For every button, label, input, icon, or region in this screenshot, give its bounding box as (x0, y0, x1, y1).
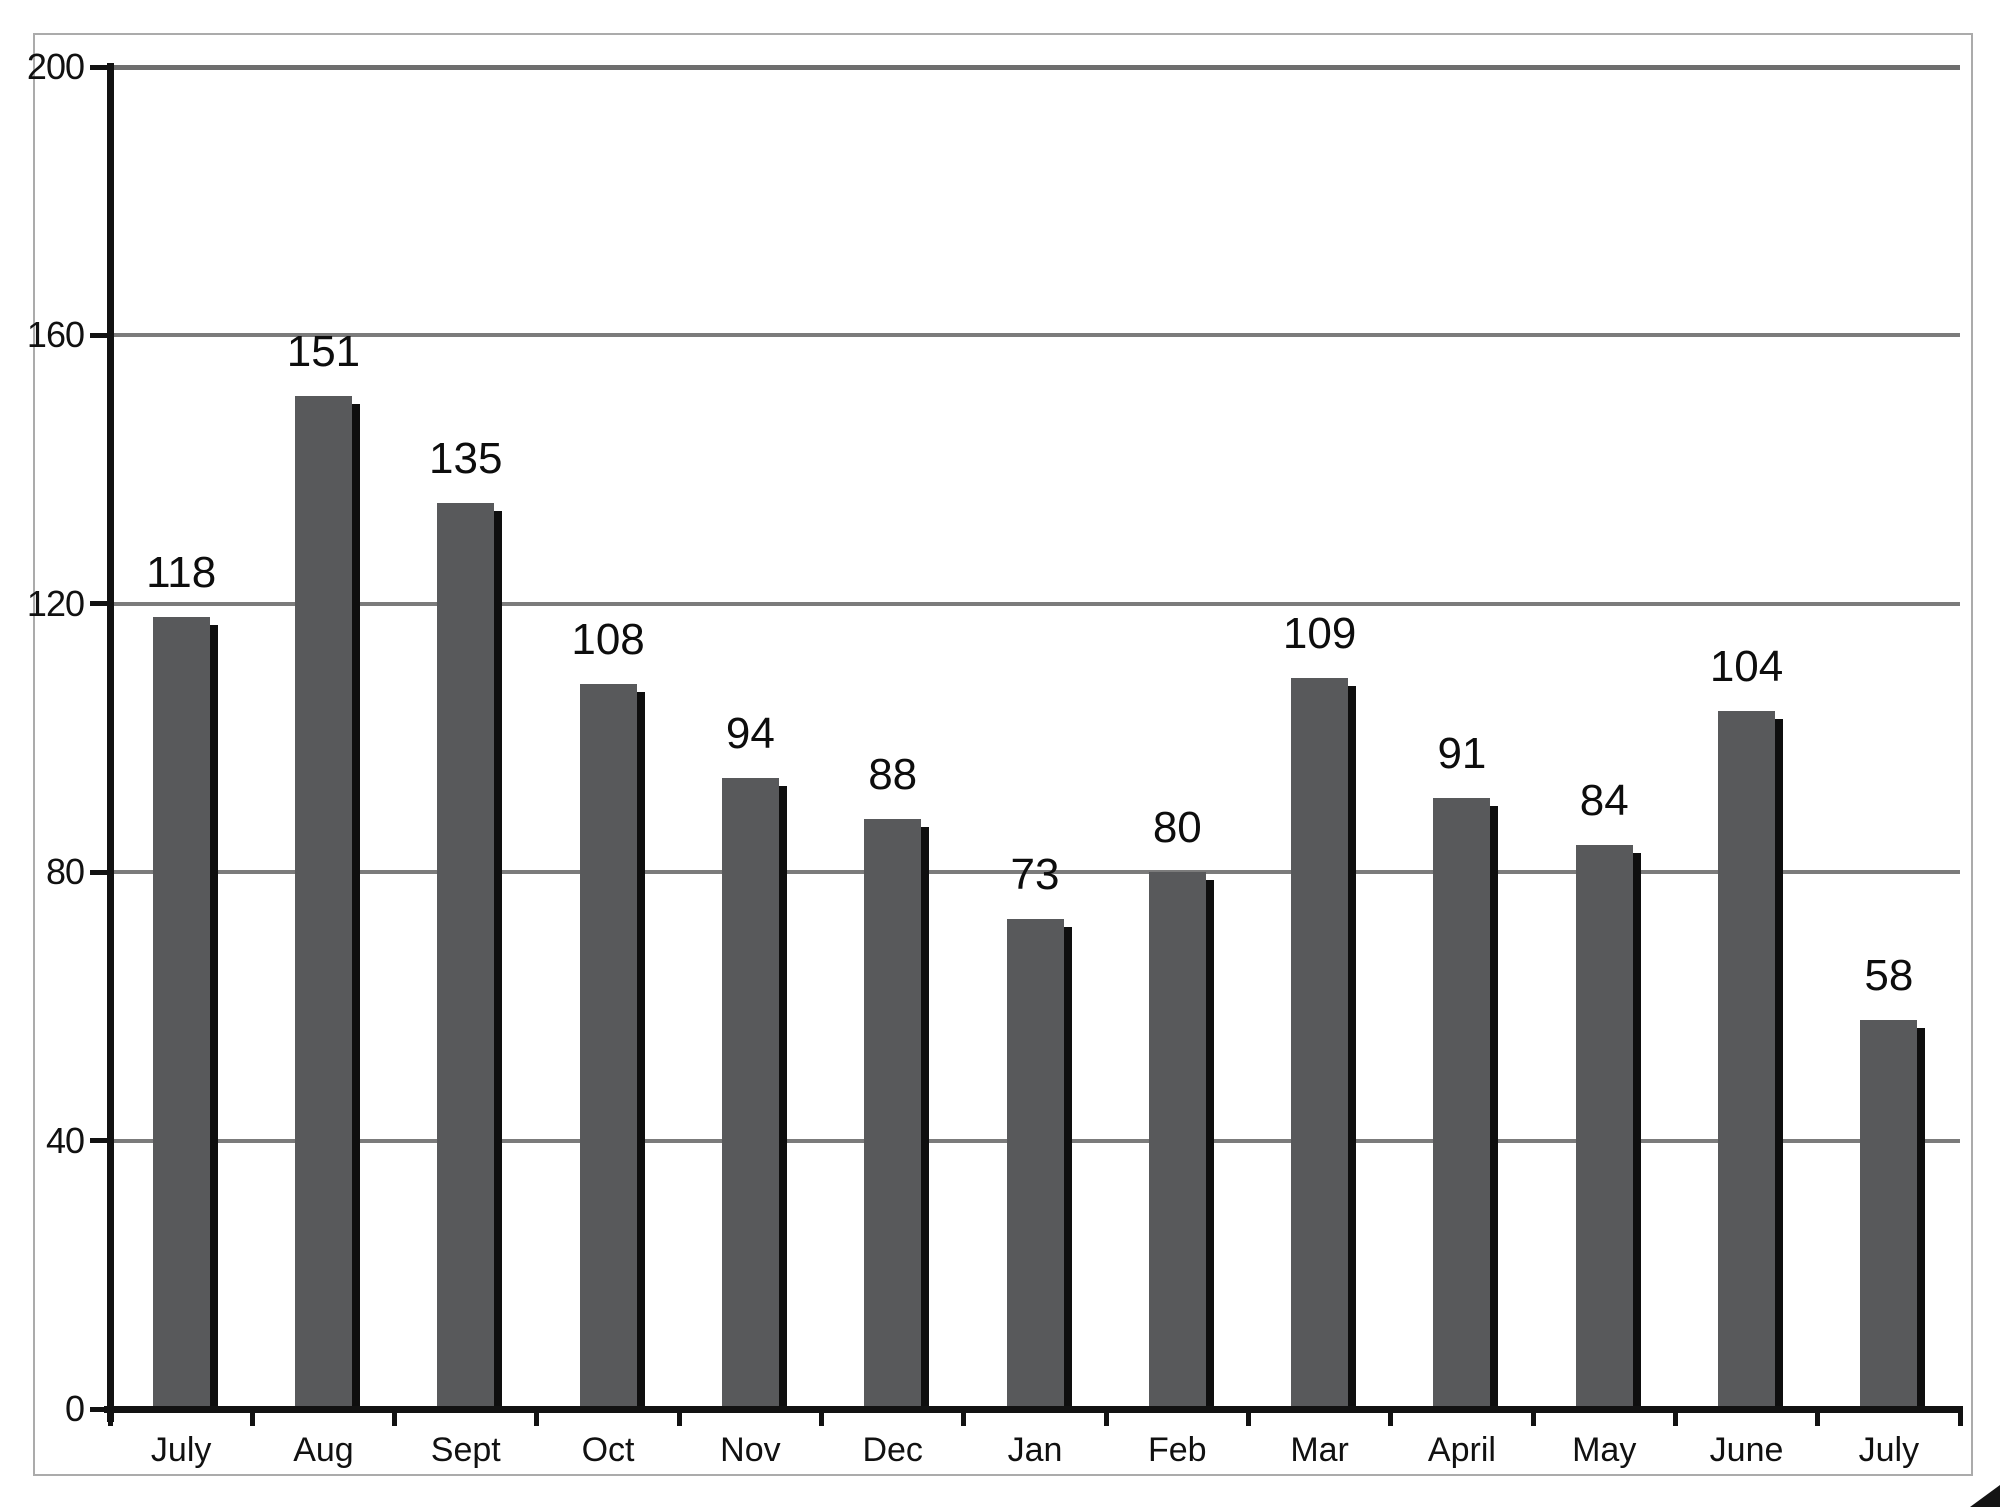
bar-value-label: 135 (429, 434, 503, 484)
x-axis-tick (392, 1409, 398, 1426)
bar-shadow (1632, 853, 1641, 1409)
bar-value-label: 84 (1579, 776, 1629, 826)
x-axis-tick (1672, 1409, 1678, 1426)
page-corner-triangle-icon (1970, 1485, 2000, 1507)
bar-value-label: 118 (146, 548, 217, 598)
bar-shadow (1205, 880, 1214, 1409)
bar-shadow (636, 692, 645, 1409)
gridline-160 (110, 333, 1960, 338)
bar-oct-3 (579, 684, 637, 1409)
x-axis-category-label: Dec (862, 1431, 923, 1469)
x-axis-tick (819, 1409, 825, 1426)
x-axis-category-label: Nov (720, 1431, 781, 1469)
bar-shadow (921, 826, 930, 1409)
bar-jan-6 (1006, 919, 1064, 1409)
bar-shadow (1917, 1027, 1926, 1409)
gridline-200 (110, 64, 1960, 70)
y-axis-tick-label: 200 (26, 46, 85, 87)
x-axis-category-label: June (1709, 1431, 1784, 1469)
bar-aug-1 (294, 395, 352, 1409)
bar-dec-5 (864, 818, 922, 1409)
bar-value-label: 94 (725, 709, 775, 759)
x-axis-category-label: July (1858, 1431, 1920, 1469)
bar-value-label: 104 (1709, 642, 1784, 692)
bar-shadow (1775, 719, 1784, 1409)
y-axis (107, 63, 114, 1422)
y-axis-tick-label: 160 (26, 314, 85, 356)
gridline-80 (110, 870, 1960, 875)
x-axis-tick (1103, 1409, 1109, 1426)
bar-shadow (209, 625, 218, 1409)
x-axis-category-label: Jan (1007, 1431, 1063, 1469)
x-axis-tick (249, 1409, 255, 1426)
bar-shadow (778, 786, 787, 1409)
x-axis-category-label: May (1572, 1431, 1637, 1469)
bar-june-11 (1718, 711, 1776, 1409)
x-axis-category-label: April (1427, 1431, 1496, 1469)
x-axis (104, 1406, 1963, 1413)
y-axis-tick-label: 0 (64, 1388, 85, 1429)
bar-shadow (1490, 806, 1499, 1409)
bar-shadow (1348, 685, 1357, 1409)
bar-july-12 (1860, 1019, 1918, 1409)
bar-sept-2 (437, 503, 495, 1409)
x-axis-category-label: Oct (581, 1431, 635, 1469)
x-axis-tick (1530, 1409, 1536, 1426)
x-axis-tick (676, 1409, 682, 1426)
y-axis-tick-200 (90, 64, 110, 70)
bar-shadow (351, 403, 360, 1409)
bar-value-label: 151 (286, 326, 361, 376)
x-axis-tick (1245, 1409, 1251, 1426)
bar-shadow (494, 511, 503, 1409)
bar-value-label: 80 (1152, 803, 1202, 853)
x-axis-category-label: July (150, 1431, 212, 1469)
x-axis-tick (1815, 1409, 1821, 1426)
y-axis-tick-label: 40 (45, 1119, 85, 1161)
x-axis-tick (1957, 1409, 1963, 1426)
bar-value-label: 88 (868, 749, 918, 799)
y-axis-tick-label: 120 (26, 582, 85, 624)
bar-mar-8 (1291, 677, 1349, 1409)
x-axis-category-label: Aug (293, 1431, 354, 1469)
bar-value-label: 73 (1010, 850, 1060, 900)
x-axis-category-label: Sept (430, 1431, 501, 1469)
x-axis-tick (961, 1409, 967, 1426)
y-axis-tick-label: 80 (45, 851, 85, 893)
x-axis-tick (107, 1409, 113, 1426)
bar-july-0 (152, 617, 210, 1409)
y-axis-tick-120 (90, 601, 110, 607)
bar-value-label: 108 (571, 615, 645, 665)
x-axis-category-label: Feb (1148, 1431, 1207, 1469)
x-axis-category-label: Mar (1290, 1431, 1349, 1469)
bar-may-10 (1575, 845, 1633, 1409)
y-axis-tick-40 (90, 1138, 110, 1144)
y-axis-tick-80 (90, 869, 110, 875)
bar-value-label: 58 (1864, 950, 1914, 1000)
bar-value-label: 109 (1282, 608, 1357, 658)
bar-april-9 (1433, 798, 1491, 1409)
gridline-120 (110, 601, 1960, 606)
bar-value-label: 91 (1437, 729, 1487, 779)
bar-feb-7 (1148, 872, 1206, 1409)
y-axis-tick-0 (90, 1406, 110, 1412)
y-axis-tick-160 (90, 332, 110, 338)
x-axis-tick (534, 1409, 540, 1426)
bar-nov-4 (721, 778, 779, 1409)
bar-shadow (1063, 927, 1072, 1409)
x-axis-tick (1388, 1409, 1394, 1426)
